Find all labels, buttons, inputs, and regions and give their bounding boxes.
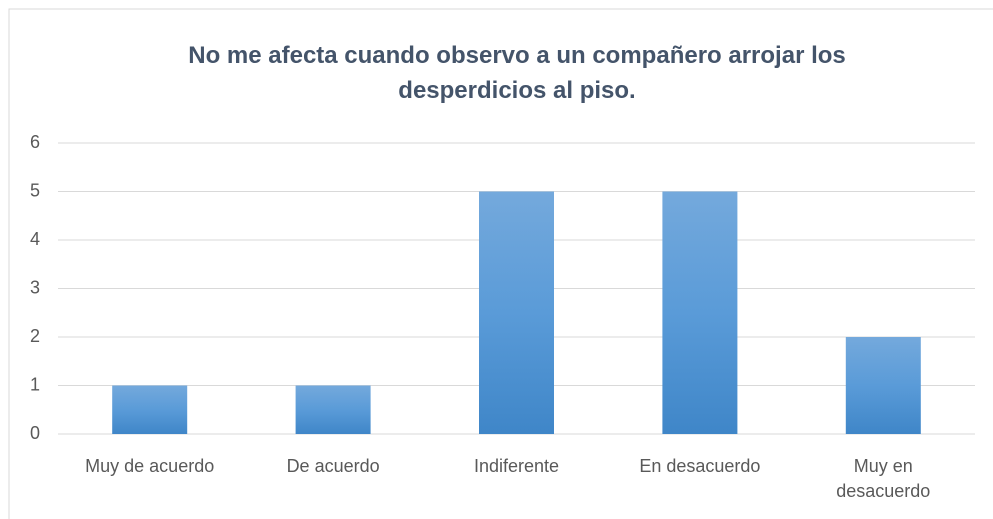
bar	[295, 385, 371, 434]
bar	[479, 191, 554, 434]
y-tick-label: 5	[30, 180, 40, 200]
y-tick-label: 1	[30, 374, 40, 394]
y-tick-label: 6	[30, 132, 40, 152]
y-tick-label: 0	[30, 423, 40, 443]
x-tick-label: En desacuerdo	[639, 456, 761, 476]
x-tick-label: Indiferente	[473, 456, 560, 476]
bar	[845, 337, 921, 434]
x-tick-label: Muy de acuerdo	[85, 456, 215, 476]
bar	[662, 191, 738, 434]
x-tick-label: De acuerdo	[286, 456, 380, 476]
y-tick-label: 4	[30, 229, 40, 249]
bar	[112, 385, 188, 434]
chart-title: No me afecta cuando observo a un compañe…	[188, 42, 846, 104]
y-tick-label: 2	[30, 326, 40, 346]
y-tick-label: 3	[30, 277, 40, 297]
chart-border	[8, 8, 993, 519]
x-tick-label: Muy en desacuerdo	[836, 456, 931, 501]
